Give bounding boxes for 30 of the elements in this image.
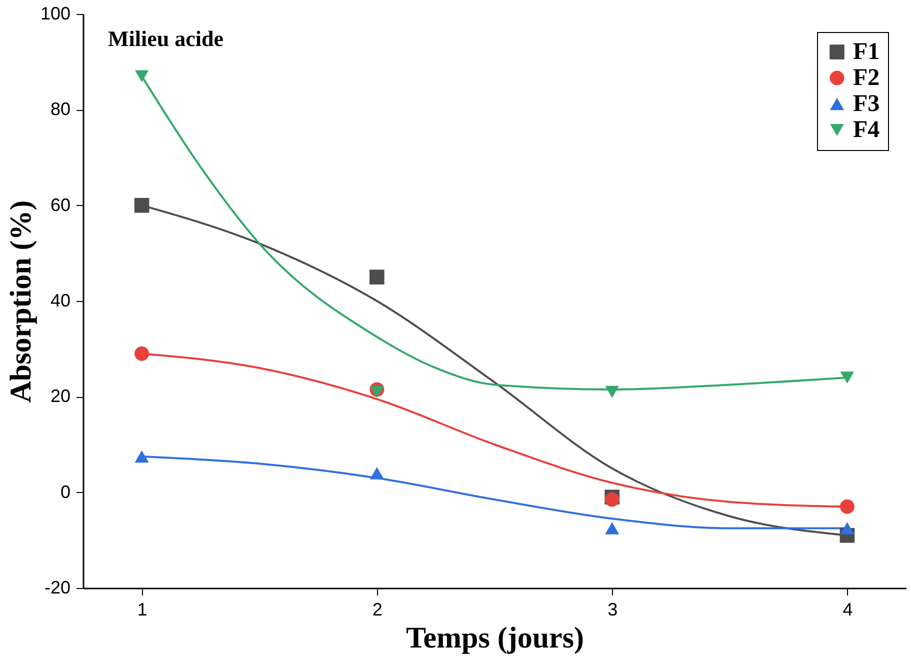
legend-label: F3 bbox=[853, 91, 880, 117]
y-tick-label: 60 bbox=[50, 194, 70, 215]
point bbox=[134, 346, 150, 361]
point bbox=[840, 499, 854, 514]
point bbox=[134, 450, 149, 463]
y-tick-label: 20 bbox=[50, 386, 70, 406]
x-tick-label: 4 bbox=[842, 600, 853, 620]
x-tick-label: 3 bbox=[608, 600, 618, 620]
legend-label: F2 bbox=[853, 65, 880, 91]
x-axis-title: Temps (jours) bbox=[406, 622, 584, 654]
point bbox=[605, 386, 619, 398]
annotation: Milieu acide bbox=[108, 26, 224, 51]
y-tick-label: -20 bbox=[44, 578, 70, 598]
point bbox=[370, 467, 384, 480]
y-tick-label: 100 bbox=[40, 4, 70, 24]
legend-label: F4 bbox=[853, 117, 880, 143]
point bbox=[840, 522, 854, 534]
point bbox=[134, 70, 149, 82]
y-axis-title: Absorption (%) bbox=[4, 200, 38, 403]
point bbox=[840, 372, 854, 384]
y-tick-label: 80 bbox=[50, 99, 70, 120]
x-tick-label: 2 bbox=[372, 600, 382, 620]
y-tick-label: 40 bbox=[50, 290, 70, 310]
y-tick-label: 0 bbox=[60, 482, 70, 502]
legend-label: F1 bbox=[853, 39, 880, 65]
point bbox=[370, 270, 384, 284]
point bbox=[605, 522, 620, 534]
point bbox=[370, 386, 384, 398]
point bbox=[134, 198, 150, 213]
x-tick-label: 1 bbox=[137, 600, 148, 620]
